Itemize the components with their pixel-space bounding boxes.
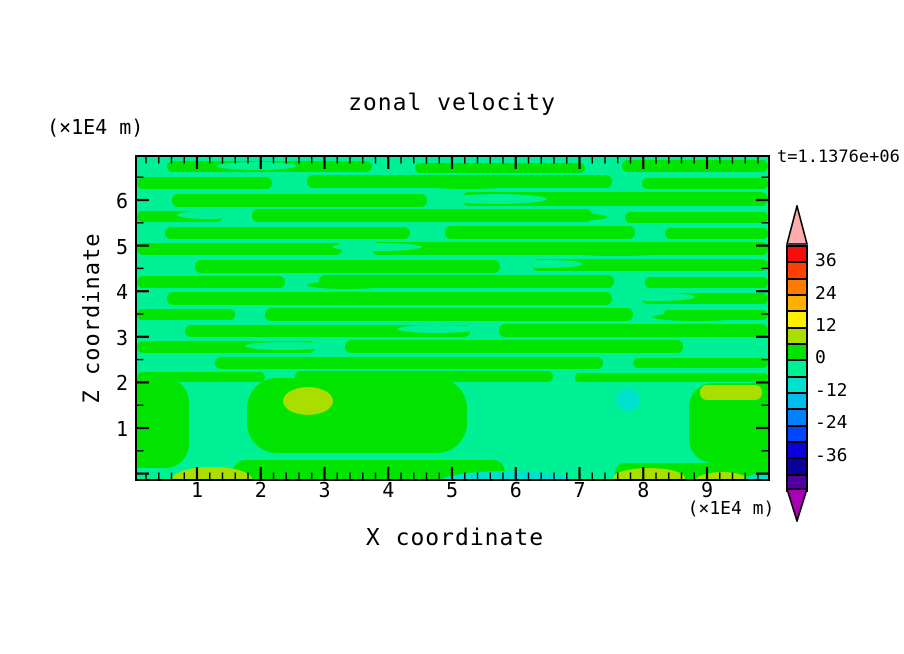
y-axis-unit-label: (×1E4 m) xyxy=(47,115,144,139)
colorbar-cell xyxy=(788,295,806,313)
low-minima xyxy=(441,389,768,479)
x-tick-label: 9 xyxy=(700,478,714,502)
colorbar-tick-label: -36 xyxy=(815,444,848,466)
x-tick-label: 1 xyxy=(190,478,204,502)
y-tick-label: 3 xyxy=(115,325,128,350)
colorbar-tick-label: 0 xyxy=(815,347,826,369)
positive-cells xyxy=(137,378,768,479)
x-axis-title: X coordinate xyxy=(365,525,545,551)
contour-field xyxy=(137,157,768,479)
x-tick-label: 7 xyxy=(573,478,586,502)
colorbar-tick-label: -12 xyxy=(815,379,848,401)
colorbar-tick-label: 12 xyxy=(815,315,837,336)
y-tick-label: 2 xyxy=(115,371,128,396)
colorbar-cell xyxy=(788,393,806,411)
colorbar-tick-label: 24 xyxy=(815,282,837,304)
colorbar-tick-label: -24 xyxy=(815,412,848,434)
colorbar-cell xyxy=(788,361,806,378)
y-tick-label: 6 xyxy=(115,189,128,213)
colorbar-tick-label: 36 xyxy=(815,250,837,272)
y-tick-label: 5 xyxy=(115,234,128,259)
negative-lenses xyxy=(177,162,695,350)
colorbar-cell xyxy=(788,426,806,443)
x-tick-label: 3 xyxy=(318,478,331,502)
colorbar-cell xyxy=(788,475,806,490)
x-tick-label: 6 xyxy=(509,478,522,502)
colorbar-cell xyxy=(788,279,806,296)
colorbar-cell xyxy=(788,344,806,362)
colorbar-cell xyxy=(788,312,806,329)
x-axis-unit-label: (×1E4 m) xyxy=(687,498,775,519)
plot-title: zonal velocity xyxy=(348,90,556,116)
colorbar-over-arrow xyxy=(786,205,808,245)
y-tick-label: 4 xyxy=(115,280,128,305)
positive-streaks xyxy=(137,160,768,382)
y-tick-label: 1 xyxy=(115,417,128,441)
x-tick-label: 2 xyxy=(254,478,267,502)
x-tick-label: 5 xyxy=(445,478,459,502)
colorbar-cell xyxy=(788,247,806,264)
colorbar-cell xyxy=(788,263,806,280)
x-tick-label: 8 xyxy=(637,478,650,502)
colorbar-under-arrow xyxy=(786,488,808,522)
colorbar-cell xyxy=(788,377,806,394)
colorbar-cell xyxy=(788,328,806,345)
colorbar-cell xyxy=(788,442,806,460)
colorbar xyxy=(786,245,808,492)
colorbar-cell xyxy=(788,459,806,476)
time-annotation: t=1.1376e+06 xyxy=(777,147,900,167)
colorbar-cell xyxy=(788,410,806,427)
high-maxima xyxy=(172,385,762,479)
x-tick-label: 4 xyxy=(382,478,395,502)
plot-area xyxy=(135,155,770,481)
axis-ticks xyxy=(137,157,768,479)
